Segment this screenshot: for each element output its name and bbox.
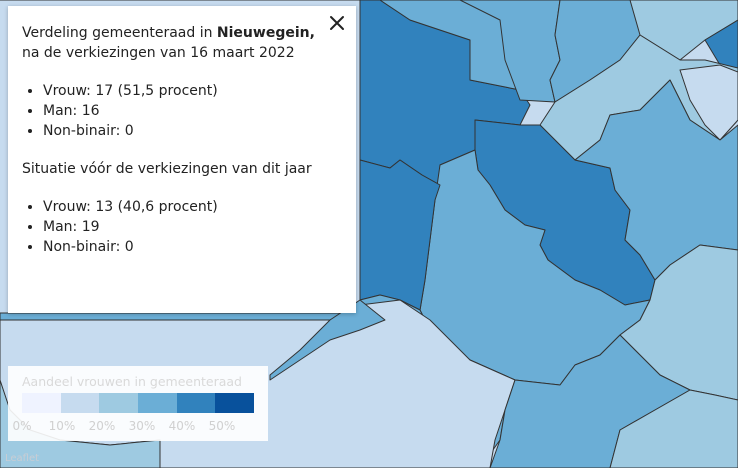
legend-swatch bbox=[99, 393, 139, 413]
popup-after-item: Vrouw: 17 (51,5 procent) bbox=[43, 81, 342, 101]
leaflet-attribution-link[interactable]: Leaflet bbox=[5, 453, 40, 464]
legend-tick: 40% bbox=[168, 419, 196, 433]
municipality-popup: Verdeling gemeenteraad in Nieuwegein, na… bbox=[8, 6, 356, 313]
legend-swatch bbox=[176, 393, 216, 413]
legend-swatch bbox=[215, 393, 255, 413]
municipality-region[interactable] bbox=[679, 64, 738, 141]
legend-tick: 50% bbox=[208, 419, 236, 433]
popup-intro-suffix: na de verkiezingen van 16 maart 2022 bbox=[22, 45, 295, 61]
legend-tick: 10% bbox=[48, 419, 76, 433]
popup-close-button[interactable] bbox=[328, 14, 346, 32]
legend-tick: 20% bbox=[88, 419, 116, 433]
popup-municipality-name: Nieuwegein, bbox=[216, 25, 315, 41]
popup-after-list: Vrouw: 17 (51,5 procent) Man: 16 Non-bin… bbox=[22, 81, 342, 141]
popup-before-item: Vrouw: 13 (40,6 procent) bbox=[43, 197, 342, 217]
legend-swatch bbox=[138, 393, 177, 413]
municipality-region[interactable] bbox=[704, 19, 738, 71]
popup-after-item: Man: 16 bbox=[43, 101, 342, 121]
map-legend: Aandeel vrouwen in gemeenteraad 0% 10% 2… bbox=[8, 366, 268, 441]
popup-intro-prefix: Verdeling gemeenteraad in bbox=[22, 25, 217, 41]
legend-tick: 0% bbox=[12, 419, 32, 433]
legend-swatches bbox=[22, 393, 255, 413]
popup-before-item: Non-binair: 0 bbox=[43, 237, 342, 257]
popup-after-item: Non-binair: 0 bbox=[43, 121, 342, 141]
municipality-region[interactable] bbox=[609, 389, 738, 468]
legend-tick: 30% bbox=[128, 419, 156, 433]
popup-before-heading: Situatie vóór de verkiezingen van dit ja… bbox=[22, 161, 312, 177]
legend-title: Aandeel vrouwen in gemeenteraad bbox=[22, 374, 242, 389]
popup-before-item: Man: 19 bbox=[43, 217, 342, 237]
municipality-region[interactable] bbox=[269, 299, 386, 381]
legend-swatch bbox=[60, 393, 100, 413]
close-icon[interactable] bbox=[328, 14, 346, 32]
popup-before-list: Vrouw: 13 (40,6 procent) Man: 19 Non-bin… bbox=[22, 197, 342, 257]
popup-intro: Verdeling gemeenteraad in Nieuwegein, na… bbox=[22, 23, 342, 63]
legend-ticks: 0% 10% 20% 30% 40% 50% bbox=[12, 419, 254, 435]
legend-swatch bbox=[22, 393, 61, 413]
